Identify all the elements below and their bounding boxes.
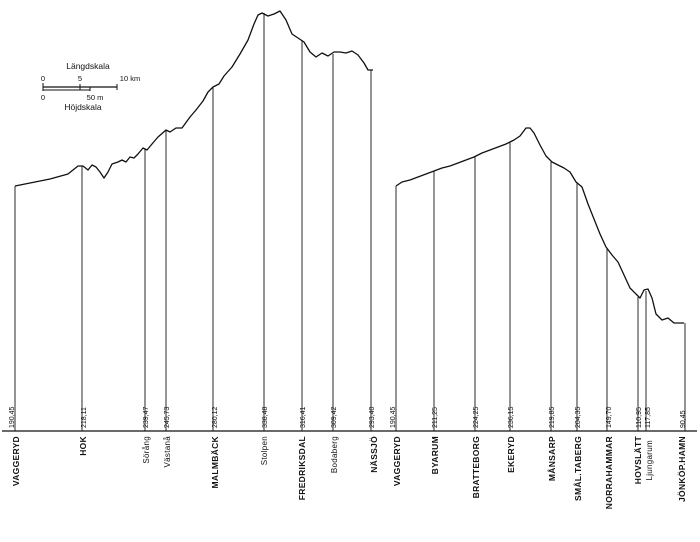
elevation-hovslatt: 110,95 [636,407,643,428]
height-scale-title: Höjdskala [64,102,102,112]
length-tick-10: 10 km [120,74,140,83]
elevation-fredriksdal: 316,41 [300,406,307,428]
elevation-byarum: 211,25 [432,407,439,428]
station-stolpen: Stolpen [260,436,269,465]
length-scale-title: Längdskala [66,61,110,71]
elevation-vaggeryd-2: 190,45 [390,406,397,428]
station-hovslatt: HOVSLÄTT [633,436,643,485]
station-sorang: Sörång [142,436,151,464]
elevation-ljungarum: 117,85 [645,407,652,428]
elevation-smal-taberg: 204,35 [575,406,582,428]
elevation-bratteborg: 224,25 [473,406,480,428]
elevation-vastana: 245,73 [164,406,171,428]
profile-line-nassjo [14,10,373,187]
length-tick-5: 5 [78,74,82,83]
elevation-mansarp: 219,85 [549,406,556,428]
elevation-stolpen: 338,48 [262,406,269,428]
elevation-bodaberg: 309,42 [331,406,338,428]
height-tick-50: 50 m [87,93,104,102]
elevation-sorang: 239,47 [143,406,150,428]
station-vaggeryd: VAGGERYD [11,436,21,486]
elevation-ekeryd: 236,15 [508,406,515,428]
profile-line-jonkoping [395,127,684,324]
elevation-labels: 190,45 218,11 239,47 245,73 280,12 338,4… [9,406,687,428]
length-tick-0: 0 [41,74,45,83]
station-hok: HOK [78,435,88,455]
station-ekeryd: EKERYD [506,436,516,473]
station-smal-taberg: SMÅL.TABERG [573,436,583,501]
elevation-norrahammar: 149,70 [606,406,613,428]
scale-legend: Längdskala 0 5 10 km 0 50 m Höjdskala [41,61,140,112]
elevation-vaggeryd: 190,45 [9,406,16,428]
station-bodaberg: Bodaberg [330,436,339,473]
station-names: VAGGERYD HOK Sörång Västanå MALMBÄCK Sto… [11,435,687,509]
station-nassjo: NÄSSJÖ [369,436,379,473]
elevation-jonkoping-hamn: 90,45 [680,410,687,428]
station-bratteborg: BRATTEBORG [471,436,481,498]
station-lines [14,13,686,431]
station-ljungarum: Ljungarum [645,440,654,481]
station-jonkoping-hamn: JÖNKÖP.HAMN [677,436,687,502]
station-mansarp: MÅNSARP [547,436,557,481]
station-vaggeryd-2: VAGGERYD [392,436,402,486]
station-fredriksdal: FREDRIKSDAL [297,436,307,500]
station-norrahammar: NORRAHAMMAR [604,436,614,509]
height-tick-0: 0 [41,93,45,102]
station-vastana: Västanå [163,436,172,468]
elevation-hok: 218,11 [81,407,88,428]
station-malmback: MALMBÄCK [210,435,220,488]
station-byarum: BYARUM [430,436,440,474]
elevation-malmback: 280,12 [212,406,219,428]
elevation-nassjo: 293,40 [369,406,376,428]
